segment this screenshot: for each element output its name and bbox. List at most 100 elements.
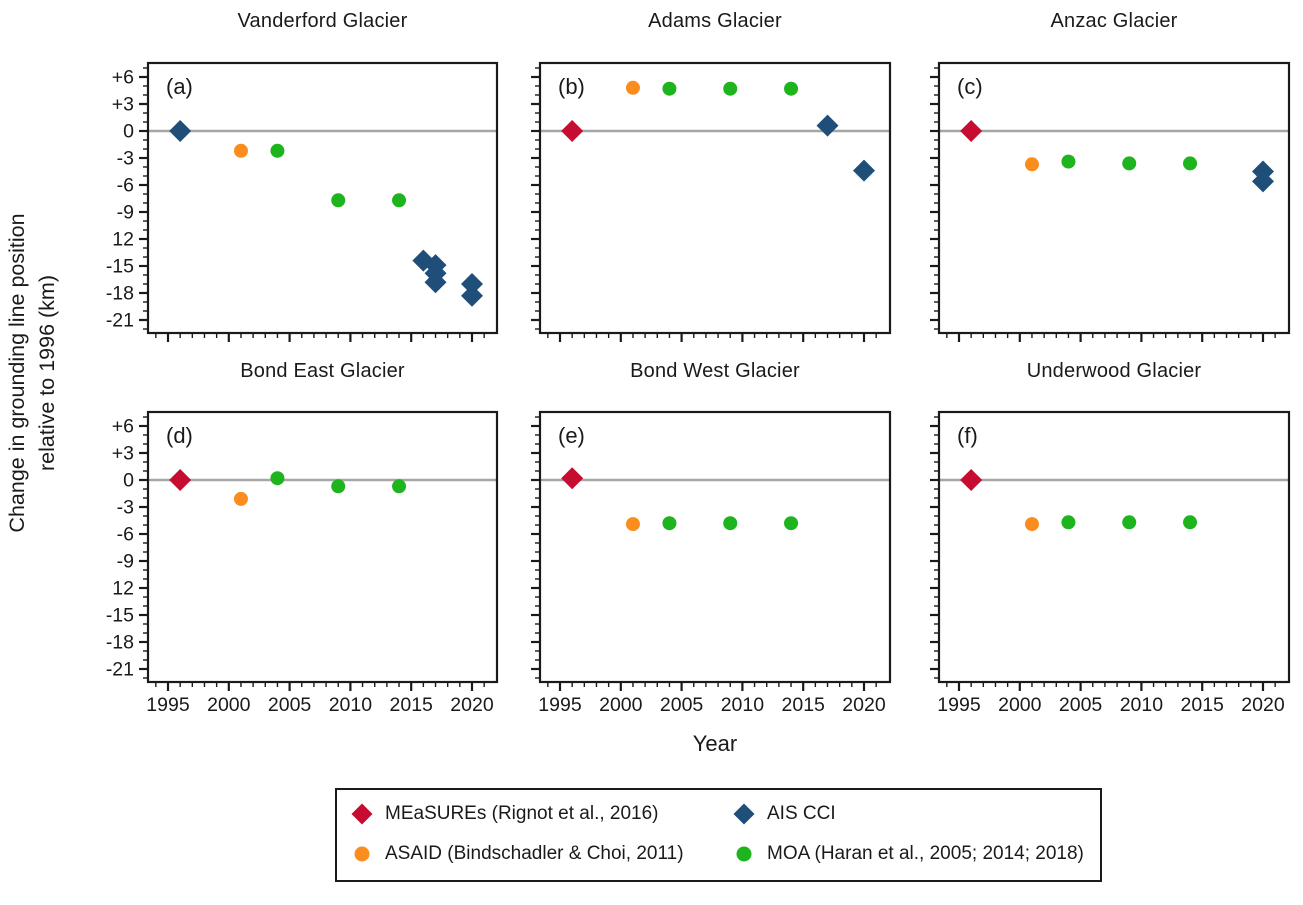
panel-frame xyxy=(146,410,499,684)
y-axis-tick-label: -15 xyxy=(106,605,134,627)
data-point-aiscci xyxy=(853,159,875,182)
panel-title-bond-west: Bond West Glacier xyxy=(630,360,800,382)
panel-title-underwood: Underwood Glacier xyxy=(1026,360,1202,382)
data-point-moa xyxy=(270,143,285,158)
data-point-asaid xyxy=(1024,517,1039,532)
legend-label-moa: MOA (Haran et al., 2005; 2014; 2018) xyxy=(767,843,1084,864)
panel-letter-f: (f) xyxy=(957,423,978,448)
y-axis-tick-label: 12 xyxy=(112,578,134,600)
x-axis-tick-label: 2000 xyxy=(998,694,1042,716)
data-point-aiscci xyxy=(424,271,447,294)
data-point-moa xyxy=(331,193,346,208)
data-point-moa xyxy=(1183,156,1198,171)
legend-entry-measures: MEaSUREs (Rignot et al., 2016) xyxy=(349,796,659,832)
data-point-moa xyxy=(662,516,677,531)
data-point-moa xyxy=(1122,515,1137,530)
panel-frame xyxy=(937,61,1291,335)
x-axis-tick-label: 2015 xyxy=(782,694,826,716)
data-point-measures xyxy=(960,469,983,491)
circle-shape xyxy=(736,846,752,862)
y-axis-tick-label: -9 xyxy=(117,202,134,224)
x-axis-tick-label: 1995 xyxy=(538,694,582,716)
legend-entry-aiscci: AIS CCI xyxy=(731,796,836,832)
data-point-moa xyxy=(784,81,799,96)
panel-letter-a: (a) xyxy=(166,74,193,99)
y-axis-tick-label: -21 xyxy=(106,310,134,332)
y-axis-tick-label: +3 xyxy=(112,94,134,116)
data-point-asaid xyxy=(1024,157,1039,172)
legend-label-asaid: ASAID (Bindschadler & Choi, 2011) xyxy=(385,843,684,864)
x-axis-tick-label: 2020 xyxy=(450,694,494,716)
panel-frame xyxy=(937,410,1291,684)
data-point-moa xyxy=(1061,154,1076,169)
data-point-moa xyxy=(723,81,738,96)
data-point-asaid xyxy=(625,517,640,532)
x-axis-tick-label: 1995 xyxy=(937,694,981,716)
data-point-asaid xyxy=(233,143,248,158)
diamond-marker-icon xyxy=(731,801,757,827)
x-axis-tick-label: 1995 xyxy=(146,694,190,716)
diamond-shape xyxy=(733,803,755,825)
data-point-asaid xyxy=(625,80,640,95)
circle-glyph xyxy=(354,846,370,862)
y-axis-tick-label: -15 xyxy=(106,256,134,278)
panel-title-adams: Adams Glacier xyxy=(648,10,782,32)
data-point-moa xyxy=(662,81,677,96)
data-point-moa xyxy=(392,193,407,208)
diamond-glyph xyxy=(351,803,373,825)
data-point-moa xyxy=(331,479,346,494)
data-point-moa xyxy=(1122,156,1137,171)
y-axis-tick-label: -18 xyxy=(106,283,134,305)
panel-title-anzac: Anzac Glacier xyxy=(1050,10,1178,32)
y-axis-tick-label: -6 xyxy=(117,524,134,546)
data-point-moa xyxy=(1061,515,1076,530)
data-point-measures xyxy=(561,467,584,490)
data-point-aiscci xyxy=(169,120,192,142)
y-axis-tick-label: -3 xyxy=(117,497,134,519)
x-axis-tick-label: 2005 xyxy=(268,694,312,716)
x-axis-tick-label: 2020 xyxy=(1241,694,1285,716)
legend-entry-moa: MOA (Haran et al., 2005; 2014; 2018) xyxy=(731,836,1084,872)
x-axis-tick-label: 2005 xyxy=(660,694,704,716)
y-axis-tick-label: -21 xyxy=(106,659,134,681)
panel-frame xyxy=(538,61,892,335)
data-point-moa xyxy=(392,479,407,494)
y-axis-tick-label: +6 xyxy=(112,416,134,438)
legend-box: MEaSUREs (Rignot et al., 2016) AIS CCI A… xyxy=(335,788,1102,882)
data-point-measures xyxy=(169,469,192,491)
legend-label-measures: MEaSUREs (Rignot et al., 2016) xyxy=(385,803,659,824)
x-axis-tick-label: 2015 xyxy=(1181,694,1225,716)
y-axis-tick-label: -18 xyxy=(106,632,134,654)
panel-title-vanderford: Vanderford Glacier xyxy=(237,10,408,32)
diamond-marker-icon xyxy=(349,801,375,827)
legend-entry-asaid: ASAID (Bindschadler & Choi, 2011) xyxy=(349,836,684,872)
x-axis-label: Year xyxy=(692,731,738,756)
y-axis-tick-label: -6 xyxy=(117,175,134,197)
panel-frame xyxy=(146,61,499,335)
data-point-asaid xyxy=(233,491,248,506)
y-axis-tick-label: -9 xyxy=(117,551,134,573)
x-axis-tick-label: 2010 xyxy=(329,694,373,716)
circle-marker-icon xyxy=(349,841,375,867)
circle-shape xyxy=(354,846,370,862)
x-axis-tick-label: 2005 xyxy=(1059,694,1103,716)
panel-letter-d: (d) xyxy=(166,423,193,448)
x-axis-tick-label: 2000 xyxy=(207,694,251,716)
y-axis-tick-label: +3 xyxy=(112,443,134,465)
data-point-moa xyxy=(1183,515,1198,530)
data-point-aiscci xyxy=(816,114,839,137)
data-point-moa xyxy=(784,516,799,531)
data-point-measures xyxy=(960,120,983,142)
data-point-moa xyxy=(270,471,285,486)
panel-title-bond-east: Bond East Glacier xyxy=(240,360,405,382)
legend-label-aiscci: AIS CCI xyxy=(767,803,836,824)
circle-glyph xyxy=(736,846,752,862)
panel-letter-c: (c) xyxy=(957,74,983,99)
data-point-moa xyxy=(723,516,738,531)
x-axis-tick-label: 2020 xyxy=(842,694,886,716)
y-axis-tick-label: 12 xyxy=(112,229,134,251)
data-point-measures xyxy=(561,120,584,142)
y-axis-tick-label: +6 xyxy=(112,67,134,89)
